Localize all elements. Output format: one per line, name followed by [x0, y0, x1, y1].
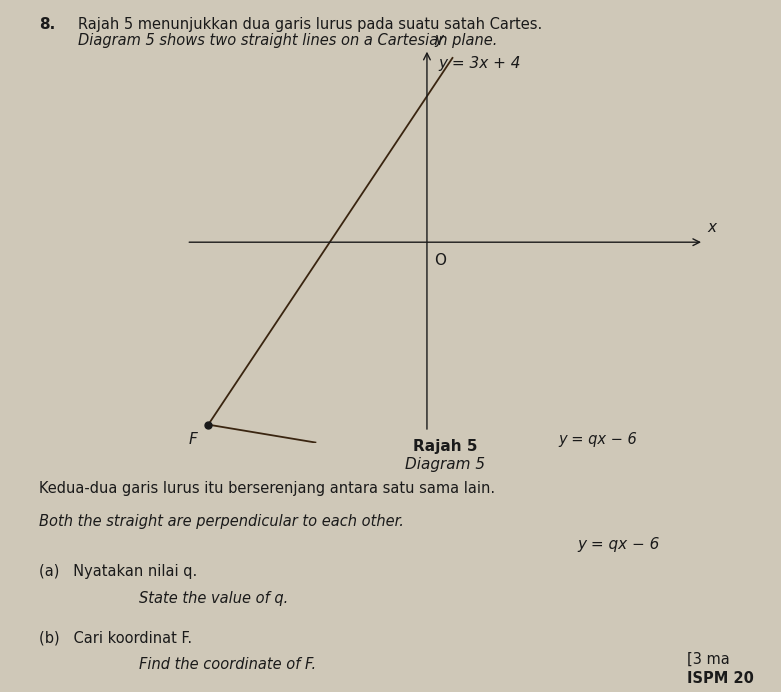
Text: Kedua-dua garis lurus itu berserenjang antara satu sama lain.: Kedua-dua garis lurus itu berserenjang a… [39, 481, 495, 496]
Text: Diagram 5: Diagram 5 [405, 457, 485, 472]
Text: [3 ma: [3 ma [687, 652, 730, 667]
Text: Diagram 5 shows two straight lines on a Cartesian plane.: Diagram 5 shows two straight lines on a … [78, 33, 497, 48]
Text: y = qx − 6: y = qx − 6 [558, 432, 637, 447]
Text: (b)   Cari koordinat F.: (b) Cari koordinat F. [39, 630, 192, 646]
Text: Rajah 5: Rajah 5 [413, 439, 477, 455]
Text: Find the coordinate of F.: Find the coordinate of F. [102, 657, 316, 672]
Text: (a)   Nyatakan nilai q.: (a) Nyatakan nilai q. [39, 564, 198, 579]
Text: Both the straight are perpendicular to each other.: Both the straight are perpendicular to e… [39, 514, 404, 529]
Text: 8.: 8. [39, 17, 55, 33]
Text: y = qx − 6: y = qx − 6 [578, 538, 660, 552]
Text: y = 3x + 4: y = 3x + 4 [438, 56, 520, 71]
Text: ISPM 20: ISPM 20 [687, 671, 754, 686]
Text: y: y [434, 32, 444, 47]
Text: O: O [434, 253, 446, 268]
Text: x: x [708, 220, 717, 235]
Text: Rajah 5 menunjukkan dua garis lurus pada suatu satah Cartes.: Rajah 5 menunjukkan dua garis lurus pada… [78, 17, 542, 33]
Text: State the value of q.: State the value of q. [102, 590, 287, 606]
Text: F: F [188, 432, 198, 447]
